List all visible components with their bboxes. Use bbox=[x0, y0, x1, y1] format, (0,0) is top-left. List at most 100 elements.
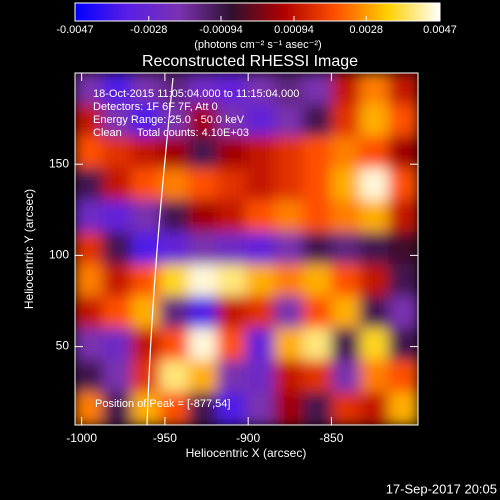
image-cell bbox=[388, 328, 418, 362]
image-cell bbox=[216, 168, 248, 202]
image-cell bbox=[131, 168, 162, 202]
image-cell bbox=[75, 392, 105, 425]
image-cell bbox=[388, 264, 418, 298]
image-cell bbox=[245, 73, 277, 106]
x-tick-label: -950 bbox=[153, 431, 177, 445]
image-cell bbox=[359, 328, 391, 362]
image-cell bbox=[359, 392, 391, 425]
image-cell bbox=[131, 296, 162, 330]
image-cell bbox=[131, 360, 162, 394]
image-cell bbox=[75, 232, 105, 266]
image-cell bbox=[302, 360, 334, 394]
image-cell bbox=[75, 360, 105, 394]
colorbar-label: (photons cm⁻² s⁻¹ asec⁻²) bbox=[194, 39, 321, 51]
image-cell bbox=[102, 392, 134, 425]
image-cell bbox=[131, 136, 162, 170]
image-cell bbox=[388, 392, 418, 425]
annotation: Clean Total counts: 4.10E+03 bbox=[93, 127, 249, 139]
image-cell bbox=[188, 136, 219, 170]
image-cell bbox=[188, 168, 219, 202]
y-tick-label: 100 bbox=[49, 248, 69, 262]
image-cell bbox=[274, 73, 305, 106]
image-cell bbox=[359, 200, 391, 234]
image-cell bbox=[216, 264, 248, 298]
colorbar-tick-label: 0.0047 bbox=[423, 24, 457, 36]
image-cell bbox=[274, 136, 305, 170]
image-cell bbox=[359, 104, 391, 138]
image-cell bbox=[274, 360, 305, 394]
peak-label: Position of Peak = [-877,54] bbox=[95, 398, 230, 410]
image-cell bbox=[302, 136, 334, 170]
image-cell bbox=[331, 328, 362, 362]
image-cell bbox=[102, 168, 134, 202]
image-cell bbox=[331, 104, 362, 138]
annotation: Energy Range: 25.0 - 50.0 keV bbox=[93, 114, 245, 126]
image-cell bbox=[216, 73, 248, 106]
image-cell bbox=[216, 296, 248, 330]
image-cell bbox=[331, 360, 362, 394]
image-cell bbox=[245, 360, 277, 394]
image-cell bbox=[359, 360, 391, 394]
image-cell bbox=[302, 264, 334, 298]
image-cell bbox=[188, 232, 219, 266]
image-cell bbox=[388, 296, 418, 330]
image-cell bbox=[188, 264, 219, 298]
y-tick-label: 150 bbox=[49, 156, 69, 170]
plot-frame bbox=[74, 72, 419, 426]
image-cell bbox=[302, 296, 334, 330]
x-tick-label: -1000 bbox=[66, 431, 97, 445]
image-cell bbox=[102, 200, 134, 234]
image-cell bbox=[131, 73, 162, 106]
timestamp: 17-Sep-2017 20:05 bbox=[386, 481, 497, 496]
image-cell bbox=[75, 328, 105, 362]
image-cell bbox=[102, 73, 134, 106]
y-axis-label: Heliocentric Y (arcsec) bbox=[22, 189, 36, 309]
image-cell bbox=[302, 104, 334, 138]
image-cell bbox=[359, 136, 391, 170]
image-cell bbox=[159, 200, 191, 234]
image-cell bbox=[274, 104, 305, 138]
image-cell bbox=[331, 232, 362, 266]
image-cell bbox=[131, 392, 162, 425]
solar-limb bbox=[146, 77, 174, 425]
image-cell bbox=[102, 104, 134, 138]
x-tick-label: -850 bbox=[319, 431, 343, 445]
image-cell bbox=[302, 200, 334, 234]
image-cell bbox=[216, 232, 248, 266]
image-cell bbox=[216, 104, 248, 138]
image-cell bbox=[245, 200, 277, 234]
image-cell bbox=[388, 136, 418, 170]
image-cell bbox=[331, 296, 362, 330]
image-cell bbox=[359, 296, 391, 330]
image-cell bbox=[188, 360, 219, 394]
image-cell bbox=[245, 328, 277, 362]
image-cell bbox=[159, 104, 191, 138]
image-cell bbox=[302, 73, 334, 106]
x-tick-label: -900 bbox=[236, 431, 260, 445]
image-cell bbox=[388, 104, 418, 138]
image-cell bbox=[302, 168, 334, 202]
image-cell bbox=[245, 264, 277, 298]
image-cell bbox=[388, 168, 418, 202]
image-cell bbox=[216, 328, 248, 362]
image-cell bbox=[188, 104, 219, 138]
image-cell bbox=[102, 264, 134, 298]
image-cell bbox=[159, 360, 191, 394]
image-cell bbox=[274, 168, 305, 202]
x-axis-label: Heliocentric X (arcsec) bbox=[186, 446, 307, 460]
image-cell bbox=[159, 328, 191, 362]
image-cell bbox=[188, 328, 219, 362]
image-cell bbox=[131, 104, 162, 138]
colorbar bbox=[74, 2, 441, 22]
image-cell bbox=[188, 200, 219, 234]
image-cell bbox=[388, 360, 418, 394]
colorbar-tick-label: -0.00094 bbox=[199, 24, 242, 36]
image-cell bbox=[359, 168, 391, 202]
image-cell bbox=[331, 264, 362, 298]
y-tick-label: 50 bbox=[56, 339, 70, 353]
image-cell bbox=[245, 168, 277, 202]
image-cell bbox=[359, 73, 391, 106]
image-cell bbox=[274, 264, 305, 298]
image-cell bbox=[245, 392, 277, 425]
